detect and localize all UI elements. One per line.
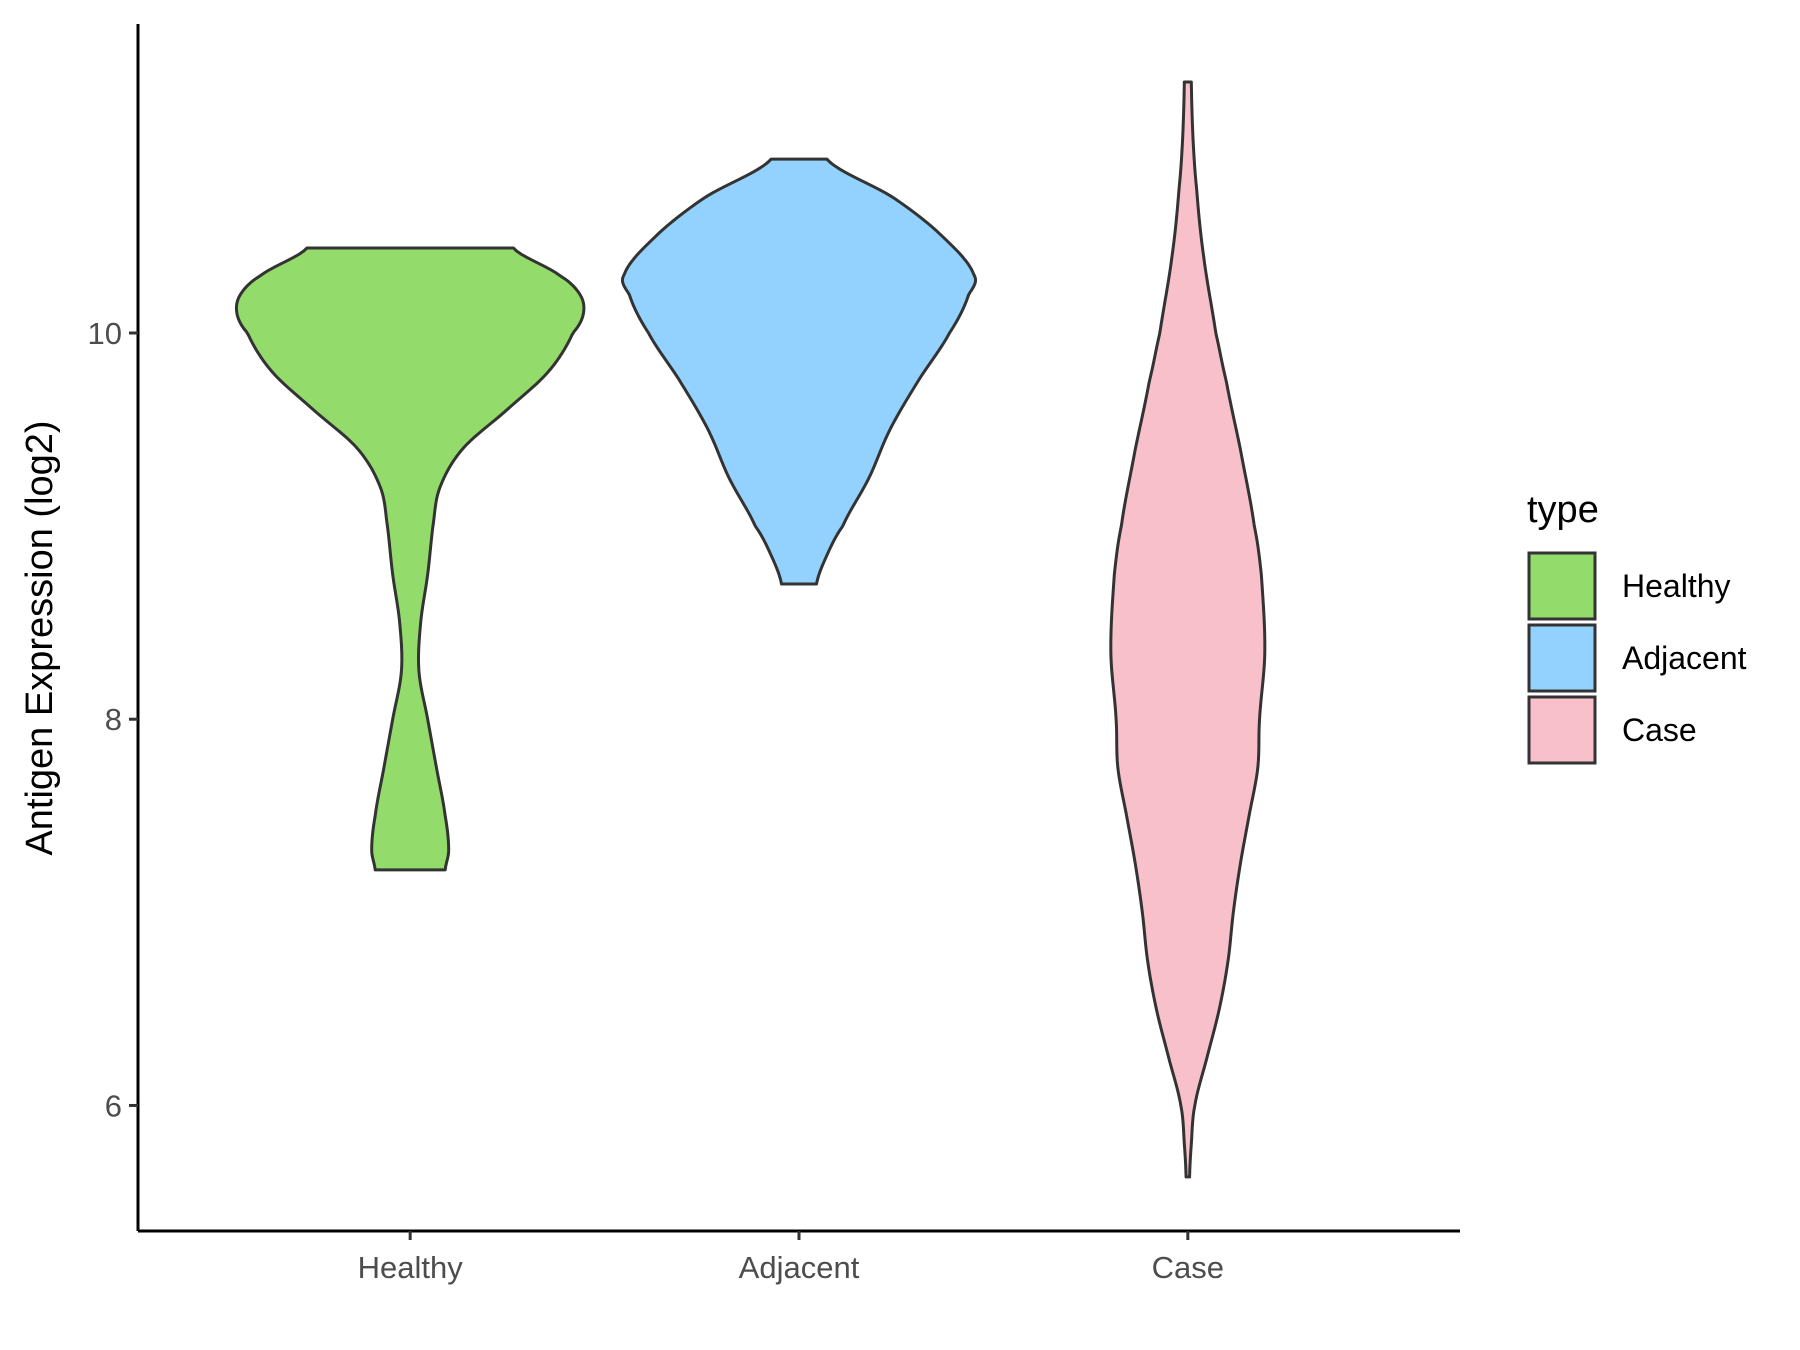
legend-title: type — [1527, 489, 1599, 531]
y-tick-label: 10 — [88, 316, 122, 351]
legend: type Healthy Adjacent Case — [1527, 489, 1747, 765]
y-tick-label: 6 — [105, 1088, 122, 1123]
legend-label-adjacent: Adjacent — [1622, 640, 1747, 676]
violin-healthy — [234, 246, 586, 872]
legend-items: Healthy Adjacent Case — [1527, 551, 1747, 765]
violin-adjacent — [620, 157, 978, 586]
legend-swatch-case — [1527, 695, 1597, 765]
y-tick-label: 8 — [105, 702, 122, 737]
legend-label-case: Case — [1622, 712, 1697, 748]
x-tick-label: Healthy — [358, 1250, 464, 1285]
legend-swatch-healthy — [1527, 551, 1597, 621]
x-tick-label: Case — [1152, 1250, 1224, 1285]
ticks-layer: 6 8 10 Healthy Adjacent Case — [88, 316, 1224, 1285]
violin-case — [1109, 80, 1267, 1179]
legend-label-healthy: Healthy — [1622, 568, 1731, 604]
legend-swatch-adjacent — [1527, 623, 1597, 693]
y-axis-title: Antigen Expression (log2) — [19, 420, 61, 855]
violins-layer — [234, 80, 1267, 1179]
x-tick-label: Adjacent — [739, 1250, 860, 1285]
